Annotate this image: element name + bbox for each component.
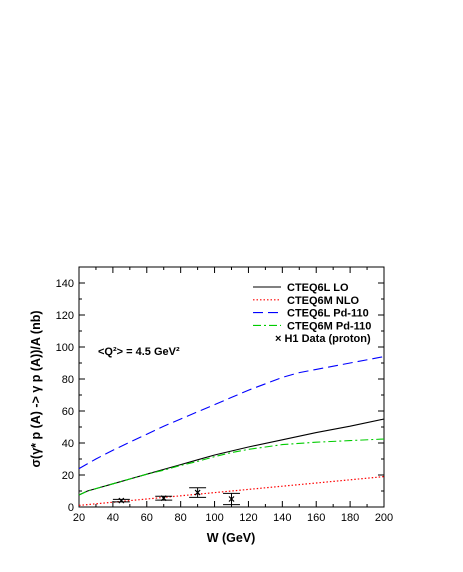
legend-item: × H1 Data (proton) xyxy=(275,333,371,345)
y-tick-label: 40 xyxy=(62,438,74,450)
x-tick-label: 100 xyxy=(205,512,223,524)
y-tick-label: 80 xyxy=(62,374,74,386)
x-tick-label: 20 xyxy=(73,512,85,524)
x-tick-label: 60 xyxy=(141,512,153,524)
series-line-cteq6m-pd-110 xyxy=(78,438,385,496)
series-line-cteq6l-lo xyxy=(78,418,385,496)
series-lines xyxy=(78,356,385,506)
series-line-cteq6l-pd-110 xyxy=(78,356,385,470)
x-tick-label: 80 xyxy=(175,512,187,524)
h1-data-point xyxy=(223,492,240,506)
y-axis-title: σ(γ* p (A) -> γ p (A))/A (nb) xyxy=(29,310,43,467)
legend-label: CTEQ6M Pd-110 xyxy=(287,320,371,332)
y-tick-label: 140 xyxy=(56,278,74,290)
x-tick-label: 200 xyxy=(375,512,393,524)
h1-data-point xyxy=(189,487,207,498)
legend-label: CTEQ6M NLO xyxy=(287,295,360,307)
x-marker xyxy=(118,497,125,504)
q2-annotation: <Q²> = 4.5 GeV² xyxy=(98,346,180,358)
legend-label: × H1 Data (proton) xyxy=(275,333,371,345)
legend-label: CTEQ6L Pd-110 xyxy=(287,308,369,320)
legend-item: CTEQ6L Pd-110 xyxy=(253,308,369,320)
x-tick-label: 180 xyxy=(341,512,359,524)
y-tick-label: 100 xyxy=(56,342,74,354)
x-axis-title: W (GeV) xyxy=(207,531,256,545)
legend-item: CTEQ6M Pd-110 xyxy=(253,320,371,332)
x-marker xyxy=(228,496,235,502)
legend-item: CTEQ6L LO xyxy=(253,282,349,294)
h1-data-point xyxy=(155,495,173,502)
x-axis: 20 40 60 80 100 120 140 160 180 200 xyxy=(73,267,393,524)
x-tick-label: 140 xyxy=(273,512,291,524)
data-points xyxy=(112,487,240,506)
legend-label: CTEQ6L LO xyxy=(287,282,349,294)
y-axis: 0 20 40 60 80 100 120 140 xyxy=(56,278,384,514)
y-tick-label: 0 xyxy=(68,502,74,514)
y-tick-label: 120 xyxy=(56,310,74,322)
legend-item: CTEQ6M NLO xyxy=(253,295,360,307)
x-tick-label: 160 xyxy=(307,512,325,524)
x-marker xyxy=(160,495,167,502)
y-tick-label: 20 xyxy=(62,470,74,482)
h1-data-point xyxy=(112,497,130,504)
y-tick-label: 60 xyxy=(62,406,74,418)
x-marker xyxy=(194,489,201,496)
x-tick-label: 40 xyxy=(107,512,119,524)
x-tick-label: 120 xyxy=(239,512,257,524)
